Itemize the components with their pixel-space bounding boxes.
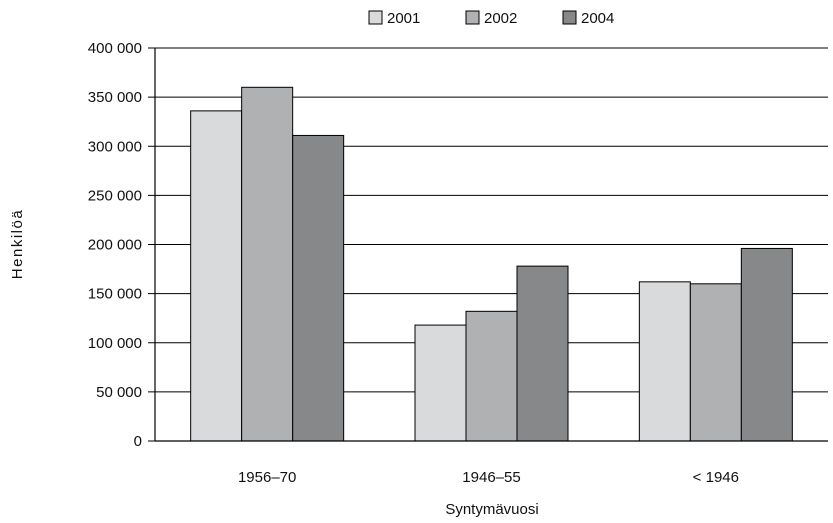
bar-2002-0: [241, 86, 294, 442]
x-axis-ticks: 1956–70 1946–55 < 1946: [238, 469, 739, 486]
bar-2004-2: [740, 247, 793, 442]
x-tick-label: 1946–55: [462, 469, 520, 486]
y-tick-label: 400 000: [88, 40, 142, 57]
bars: [190, 86, 793, 442]
y-tick-label: 50 000: [96, 384, 142, 401]
x-axis-title: Syntymävuosi: [445, 501, 538, 518]
y-tick-label: 0: [134, 433, 142, 450]
legend-label: 2001: [387, 10, 420, 27]
legend-label: 2002: [484, 10, 517, 27]
bar-2002-2: [689, 283, 742, 442]
x-tick-label: 1956–70: [238, 469, 296, 486]
y-tick-label: 350 000: [88, 89, 142, 106]
legend-label: 2004: [581, 10, 614, 27]
bar-2001-2: [638, 281, 691, 442]
y-axis-ticks: 0 50 000 100 000 150 000 200 000 250 000 300 0…: [88, 40, 155, 450]
legend-swatch-2004: [562, 10, 577, 25]
bar-2004-1: [516, 265, 569, 442]
y-tick-label: 150 000: [88, 286, 142, 303]
y-axis-title: Henkilöä: [9, 209, 26, 279]
y-tick-label: 300 000: [88, 138, 142, 155]
y-tick-label: 200 000: [88, 237, 142, 254]
legend: 2001 2002 2004: [368, 10, 614, 27]
bar-2002-1: [465, 310, 518, 442]
bar-2001-0: [190, 110, 243, 442]
y-tick-label: 250 000: [88, 187, 142, 204]
legend-swatch-2001: [368, 10, 383, 25]
bar-2004-0: [292, 134, 345, 442]
legend-swatch-2002: [465, 10, 480, 25]
x-tick-label: < 1946: [693, 469, 739, 486]
y-tick-label: 100 000: [88, 335, 142, 352]
bar-2001-1: [414, 324, 467, 442]
